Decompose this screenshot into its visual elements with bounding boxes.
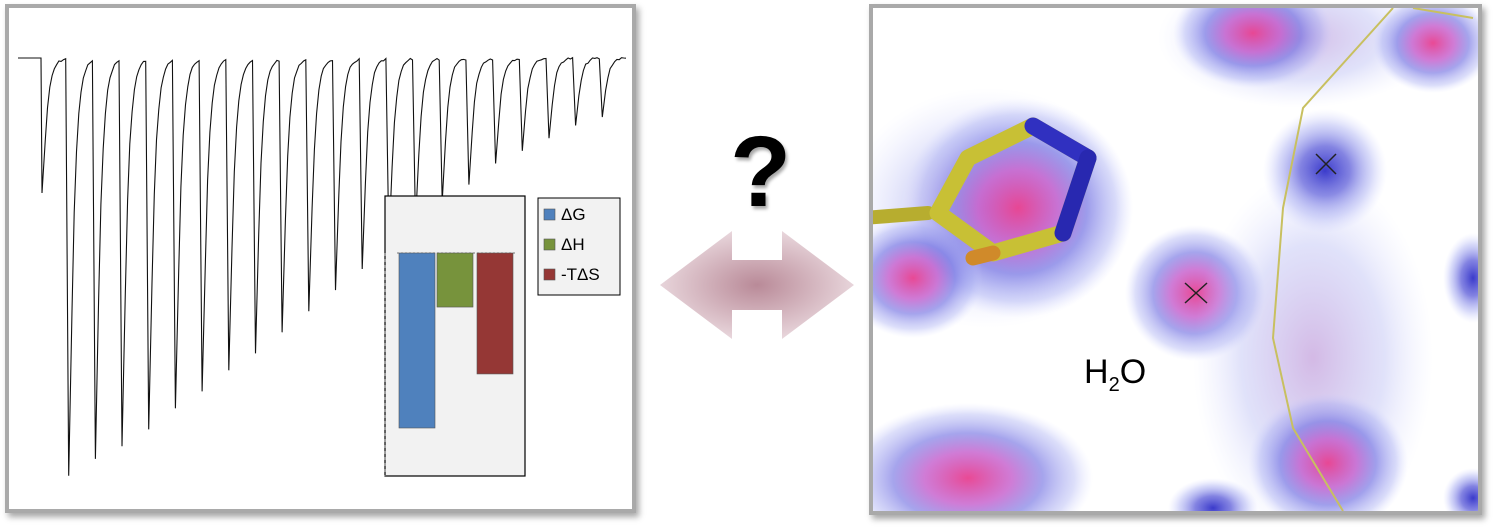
ligand-stick-model <box>873 117 1097 266</box>
bar-group <box>398 252 514 429</box>
legend-label-1: ΔH <box>561 235 585 254</box>
legend-label-0: ΔG <box>561 205 586 224</box>
electron-density-map <box>873 8 1478 511</box>
legend-swatch-2 <box>543 268 556 281</box>
structure-panel <box>869 4 1482 515</box>
itc-svg: ΔG ΔH -TΔS <box>18 56 627 477</box>
water-molecule-marker-1 <box>1184 282 1208 304</box>
water-label: H2O <box>1084 353 1147 396</box>
itc-thermogram-trace <box>18 56 627 476</box>
bar-dg <box>398 252 436 429</box>
bar-tds <box>476 252 514 375</box>
question-mark: ? <box>730 116 792 228</box>
bar-dh <box>436 252 474 308</box>
legend-swatch-0 <box>543 208 556 221</box>
density-svg <box>873 8 1478 511</box>
legend-swatch-1 <box>543 238 556 251</box>
thermo-signature-inset <box>384 195 526 477</box>
legend: ΔG ΔH -TΔS <box>537 197 621 296</box>
double-arrow-icon <box>660 231 854 339</box>
double-arrow <box>660 231 854 339</box>
water-molecule-marker-2 <box>1315 153 1337 175</box>
legend-label-2: -TΔS <box>561 265 600 284</box>
itc-panel: ΔG ΔH -TΔS <box>5 4 636 513</box>
protein-backbone-lines <box>1271 8 1474 511</box>
